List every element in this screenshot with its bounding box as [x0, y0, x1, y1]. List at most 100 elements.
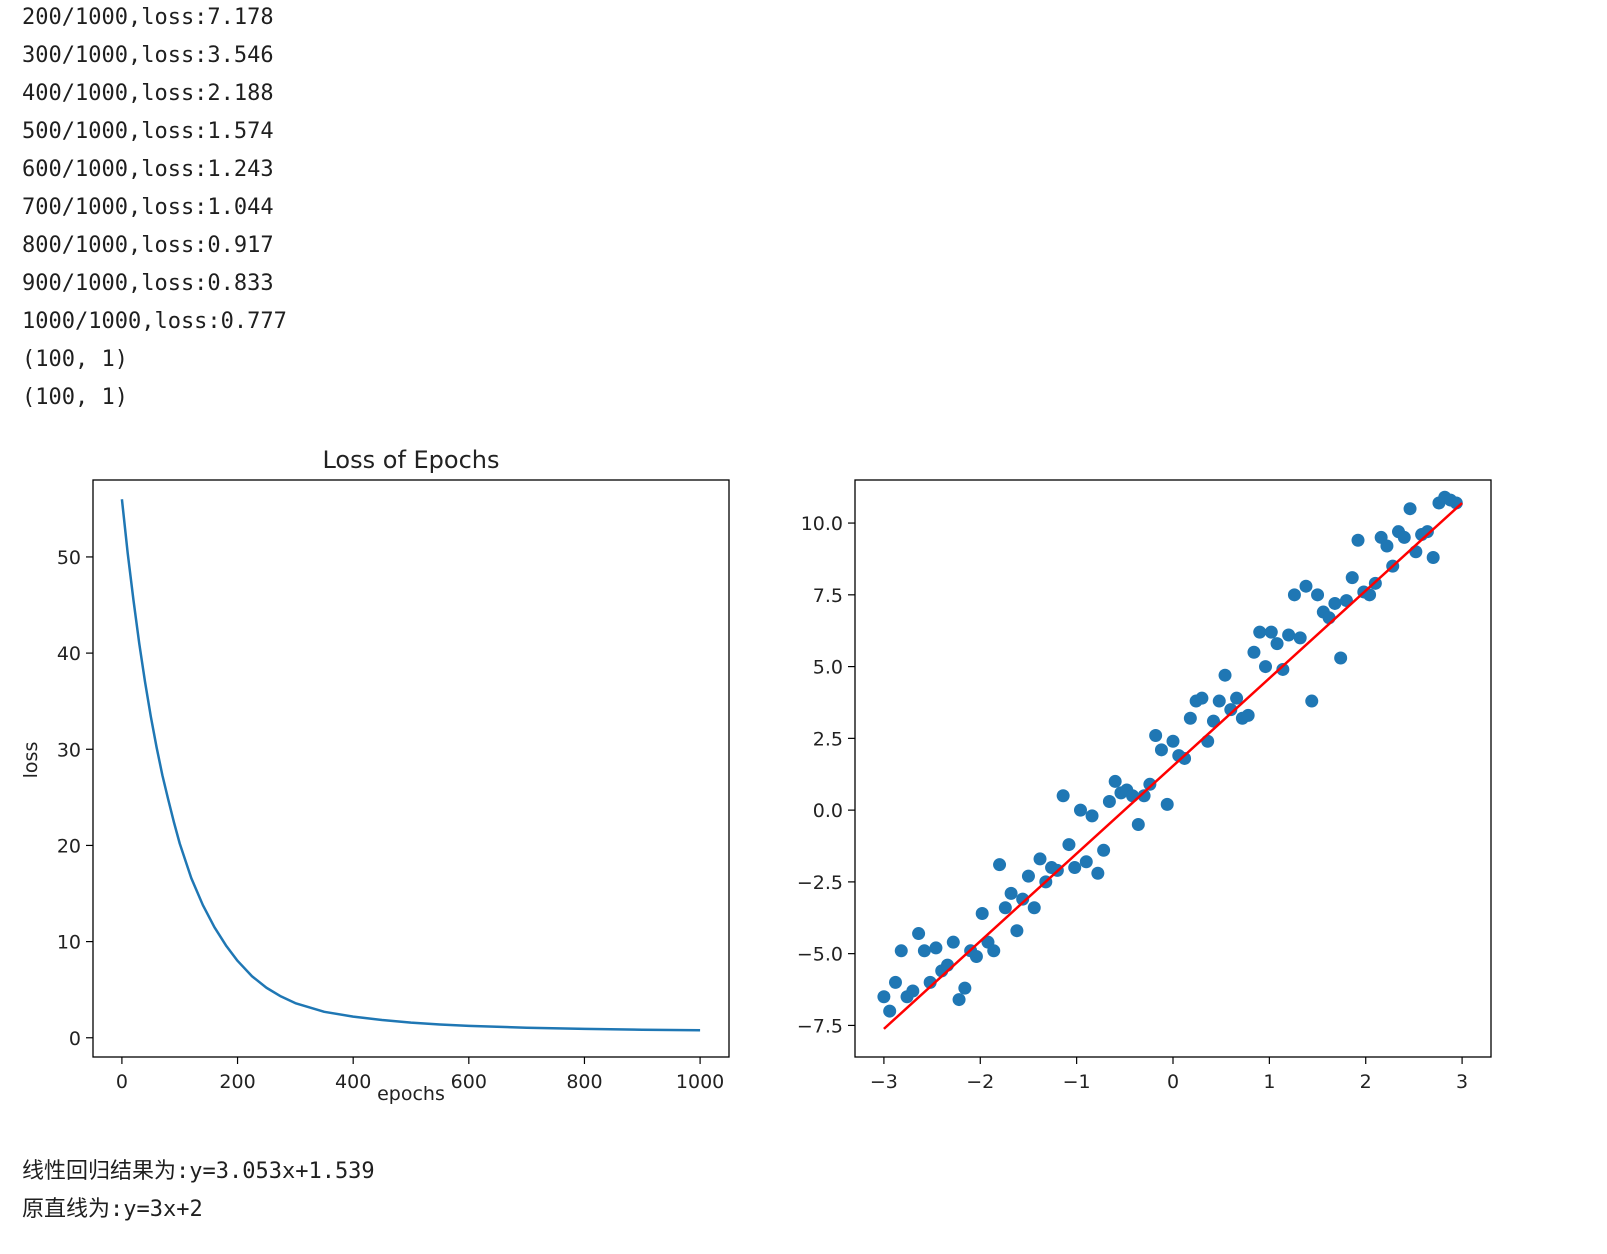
- y-tick-label: −7.5: [797, 1015, 843, 1037]
- axis-ticks: 0 200 400 600 800 1000 0 10 20 30 40 50: [57, 547, 724, 1093]
- original-line-text: 原直线为:y=3x+2: [22, 1197, 203, 1222]
- scatter-point: [1068, 861, 1082, 875]
- console-output: 200/1000,loss:7.178 300/1000,loss:3.546 …: [22, 1, 287, 419]
- scatter-point: [1131, 817, 1145, 831]
- scatter-point: [969, 950, 983, 964]
- series-lines: [120, 499, 701, 1032]
- log-line: 600/1000,loss:1.243: [22, 157, 274, 182]
- y-tick-label: 2.5: [813, 728, 843, 750]
- log-line: (100, 1): [22, 347, 128, 372]
- scatter-point: [1264, 625, 1278, 639]
- scatter-point: [975, 906, 989, 920]
- log-line: 1000/1000,loss:0.777: [22, 309, 287, 334]
- scatter-point: [993, 858, 1007, 872]
- scatter-point: [1345, 571, 1359, 585]
- scatter-point: [952, 993, 966, 1007]
- fit-result-text: 线性回归结果为:y=3.053x+1.539: [22, 1159, 375, 1184]
- scatter-point: [1062, 838, 1076, 852]
- regression-line: [883, 502, 1463, 1030]
- scatter-point: [1004, 886, 1018, 900]
- scatter-point: [987, 944, 1001, 958]
- scatter-point: [1160, 797, 1174, 811]
- scatter-point: [888, 975, 902, 989]
- plot-frame: [854, 479, 1492, 1058]
- scatter-point: [894, 944, 908, 958]
- loss-chart: Loss of Epochs epochs loss 0 200 400 600 800…: [20, 446, 730, 1105]
- scatter-point: [1201, 734, 1215, 748]
- x-tick-label: 200: [219, 1071, 255, 1093]
- y-tick-label: 0: [69, 1028, 81, 1050]
- scatter-point: [1420, 525, 1434, 539]
- scatter-point: [1010, 924, 1024, 938]
- log-line: 200/1000,loss:7.178: [22, 5, 274, 30]
- y-tick-label: 0.0: [813, 800, 843, 822]
- x-tick-label: 800: [566, 1071, 602, 1093]
- scatter-point: [883, 1004, 897, 1018]
- scatter-point: [1154, 743, 1168, 757]
- axis-ticks: −3 −2 −1 0 1 2 3 −7.5 −5.0 −2.5 0.0 2.5 5.0 7.5 10.0: [797, 513, 1468, 1093]
- scatter-point: [1126, 789, 1140, 803]
- scatter-point: [906, 984, 920, 998]
- x-tick-label: 0: [116, 1071, 128, 1093]
- x-tick-label: −1: [1063, 1071, 1091, 1093]
- log-line: 800/1000,loss:0.917: [22, 233, 274, 258]
- scatter-point: [1241, 708, 1255, 722]
- y-axis-label: loss: [20, 742, 42, 779]
- scatter-point: [1270, 637, 1284, 651]
- scatter-point: [1212, 694, 1226, 708]
- scatter-point: [1218, 668, 1232, 682]
- x-tick-label: 1: [1263, 1071, 1275, 1093]
- scatter-point: [1230, 691, 1244, 705]
- scatter-point: [929, 941, 943, 955]
- scatter-point: [1097, 843, 1111, 857]
- scatter-point: [1259, 660, 1273, 674]
- y-tick-label: 30: [57, 739, 81, 761]
- y-tick-label: 5.0: [813, 657, 843, 679]
- scatter-point: [1299, 579, 1313, 593]
- scatter-point: [1073, 803, 1087, 817]
- x-tick-label: −2: [966, 1071, 994, 1093]
- scatter-point: [1380, 539, 1394, 553]
- log-line: 400/1000,loss:2.188: [22, 81, 274, 106]
- scatter-point: [1305, 694, 1319, 708]
- scatter-point: [1293, 631, 1307, 645]
- scatter-point: [1143, 777, 1157, 791]
- scatter-point: [1287, 588, 1301, 602]
- scatter-point: [1166, 734, 1180, 748]
- scatter-point: [1108, 774, 1122, 788]
- scatter-point: [1021, 869, 1035, 883]
- scatter-point: [1027, 901, 1041, 915]
- scatter-point: [1253, 625, 1267, 639]
- log-line: 500/1000,loss:1.574: [22, 119, 274, 144]
- scatter-point: [1351, 533, 1365, 547]
- scatter-point: [1149, 728, 1163, 742]
- scatter-point: [1079, 855, 1093, 869]
- loss-curve: [120, 499, 701, 1032]
- scatter-point: [1328, 596, 1342, 610]
- plot-frame: [92, 479, 730, 1058]
- scatter-point: [1137, 789, 1151, 803]
- y-tick-label: 7.5: [813, 585, 843, 607]
- scatter-point: [1403, 502, 1417, 516]
- regression-chart: −3 −2 −1 0 1 2 3 −7.5 −5.0 −2.5 0.0 2.5 5.0 7.5 10.0: [797, 479, 1492, 1093]
- scatter-points: [877, 490, 1463, 1018]
- y-tick-label: 20: [57, 835, 81, 857]
- scatter-point: [1102, 795, 1116, 809]
- scatter-point: [998, 901, 1012, 915]
- chart-title: Loss of Epochs: [322, 446, 499, 474]
- scatter-point: [1397, 530, 1411, 544]
- figure-canvas: Loss of Epochs epochs loss 0 200 400 600 800…: [20, 446, 1492, 1105]
- scatter-point: [1195, 691, 1209, 705]
- x-tick-label: 400: [335, 1071, 371, 1093]
- scatter-point: [1206, 714, 1220, 728]
- regression-results: 线性回归结果为:y=3.053x+1.539 原直线为:y=3x+2: [22, 1155, 375, 1231]
- scatter-point: [1247, 645, 1261, 659]
- scatter-point: [958, 981, 972, 995]
- scatter-point: [1016, 892, 1030, 906]
- x-tick-label: 600: [451, 1071, 487, 1093]
- scatter-point: [1224, 703, 1238, 717]
- y-tick-label: 10: [57, 932, 81, 954]
- scatter-point: [1033, 852, 1047, 866]
- scatter-point: [1056, 789, 1070, 803]
- fit-line-group: [883, 502, 1463, 1030]
